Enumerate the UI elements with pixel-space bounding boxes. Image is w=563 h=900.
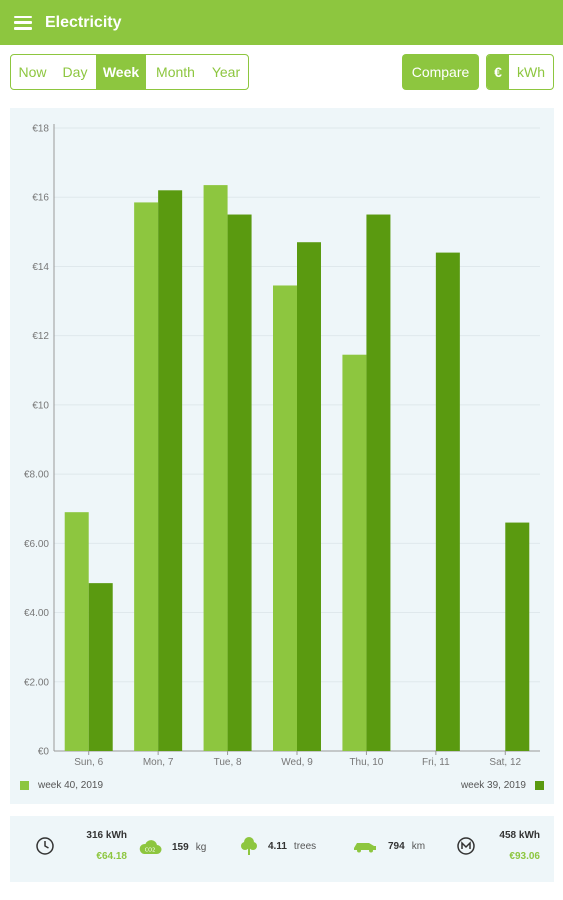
bar-week-40 bbox=[134, 202, 159, 751]
legend-previous: week 39, 2019 bbox=[461, 780, 544, 791]
current-energy: 316 kWh €64.18 bbox=[72, 830, 127, 862]
x-tick-label: Fri, 11 bbox=[422, 757, 450, 768]
current-kwh: 316 kWh bbox=[86, 830, 127, 841]
previous-kwh: 458 kWh bbox=[499, 830, 540, 841]
y-tick-label: €10 bbox=[32, 400, 49, 411]
x-tick-label: Sun, 6 bbox=[74, 757, 103, 768]
bar-week-39 bbox=[297, 242, 321, 751]
legend-label-previous: week 39, 2019 bbox=[460, 780, 526, 791]
x-tick-label: Mon, 7 bbox=[143, 757, 174, 768]
unit-euro-button[interactable]: € bbox=[487, 55, 509, 89]
bar-chart: €0 €2.00 €4.00 €6.00 €8.00 €10 €12 €14 €16 €18 Sun… bbox=[24, 124, 540, 768]
distance-unit: km bbox=[411, 840, 426, 852]
trees-stat: 4.11 trees bbox=[240, 836, 316, 856]
y-tick-label: €0 bbox=[38, 747, 50, 758]
y-tick-label: €14 bbox=[32, 262, 49, 273]
co2-stat: CO2 159 kg bbox=[138, 839, 206, 855]
trees-unit: trees bbox=[293, 840, 317, 852]
period-month-button[interactable]: Month bbox=[156, 64, 195, 80]
x-tick-label: Thu, 10 bbox=[349, 757, 383, 768]
distance-value: 794 bbox=[388, 840, 405, 852]
distance-stat: 794 km bbox=[352, 839, 425, 853]
page-title: Electricity bbox=[45, 13, 122, 31]
previous-energy-stat bbox=[456, 836, 476, 856]
legend-swatch-previous bbox=[535, 781, 544, 790]
period-day-button[interactable]: Day bbox=[62, 64, 88, 80]
y-tick-label: €2.00 bbox=[24, 677, 49, 688]
car-icon bbox=[354, 843, 376, 853]
trees-value: 4.11 bbox=[268, 840, 287, 852]
y-tick-label: €4.00 bbox=[24, 608, 49, 619]
summary-panel: 316 kWh €64.18 CO2 159 kg 4.11 trees 794… bbox=[10, 816, 554, 882]
legend-swatch-current bbox=[20, 781, 29, 790]
y-tick-label: €16 bbox=[32, 193, 49, 204]
legend-label-current: week 40, 2019 bbox=[38, 780, 104, 791]
bar-week-39 bbox=[366, 214, 391, 751]
app-bar: Electricity bbox=[0, 0, 563, 45]
period-selector: Now Day Week Month Year bbox=[10, 54, 249, 90]
bar-week-40 bbox=[342, 354, 367, 751]
co2-unit: kg bbox=[195, 841, 207, 853]
svg-text:CO2: CO2 bbox=[145, 848, 156, 854]
y-tick-label: €8.00 bbox=[24, 470, 49, 481]
hamburger-menu-icon[interactable] bbox=[14, 15, 32, 30]
meter-icon bbox=[457, 837, 475, 855]
current-energy-stat bbox=[35, 836, 55, 856]
period-year-button[interactable]: Year bbox=[211, 64, 241, 80]
unit-toggle: € kWh bbox=[486, 54, 554, 90]
y-tick-label: €12 bbox=[32, 331, 49, 342]
current-eur: €64.18 bbox=[96, 851, 127, 862]
unit-kwh-button[interactable]: kWh bbox=[517, 64, 545, 80]
previous-energy: 458 kWh €93.06 bbox=[480, 830, 540, 862]
bar-week-40 bbox=[273, 285, 297, 751]
co2-value: 159 bbox=[172, 841, 189, 853]
y-tick-label: €18 bbox=[32, 124, 49, 135]
bar-week-39 bbox=[227, 214, 252, 751]
y-tick-label: €6.00 bbox=[24, 539, 49, 550]
period-now-button[interactable]: Now bbox=[18, 64, 47, 80]
chart-panel: €0 €2.00 €4.00 €6.00 €8.00 €10 €12 €14 €16 €18 Sun… bbox=[10, 108, 554, 804]
bar-week-40 bbox=[203, 185, 228, 751]
x-tick-label: Sat, 12 bbox=[489, 757, 521, 768]
bar-week-39 bbox=[88, 583, 113, 751]
clock-icon bbox=[36, 837, 54, 855]
bar-week-39 bbox=[435, 252, 460, 751]
period-week-button[interactable]: Week bbox=[96, 55, 146, 89]
co2-cloud-icon: CO2 bbox=[139, 840, 162, 854]
bar-week-40 bbox=[64, 512, 89, 751]
x-tick-label: Tue, 8 bbox=[214, 757, 242, 768]
bar-week-39 bbox=[505, 522, 530, 751]
bar-week-39 bbox=[158, 190, 183, 752]
chart-legend: week 40, 2019 week 39, 2019 bbox=[10, 780, 554, 796]
legend-current: week 40, 2019 bbox=[20, 780, 103, 791]
tree-icon bbox=[241, 837, 257, 855]
previous-eur: €93.06 bbox=[509, 851, 540, 862]
compare-button[interactable]: Compare bbox=[402, 54, 479, 90]
x-tick-label: Wed, 9 bbox=[281, 757, 313, 768]
